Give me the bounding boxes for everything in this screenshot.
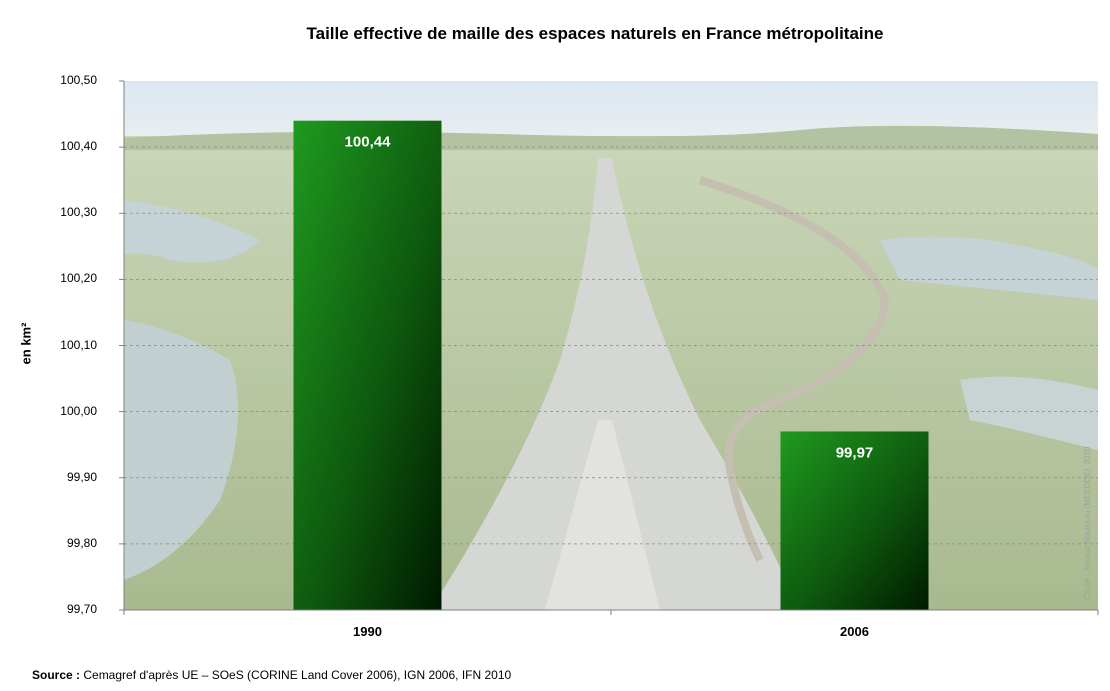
y-tick-label: 100,00 bbox=[60, 403, 97, 418]
y-tick-label: 100,30 bbox=[60, 205, 97, 220]
photo-water-left bbox=[124, 200, 260, 263]
photo-road bbox=[430, 158, 800, 610]
y-tick-label: 100,20 bbox=[60, 271, 97, 286]
photo-road-fork bbox=[545, 420, 660, 610]
source-text: Cemagref d'après UE – SOeS (CORINE Land … bbox=[80, 668, 512, 682]
background-photo bbox=[124, 81, 1098, 610]
y-tick-label: 100,10 bbox=[60, 337, 97, 352]
bar-value-label: 99,97 bbox=[836, 444, 874, 461]
photo-water-right bbox=[880, 236, 1098, 300]
x-tick-label: 1990 bbox=[353, 624, 382, 639]
grid-lines bbox=[124, 146, 1098, 545]
source-note: Source : Cemagref d'après UE – SOeS (COR… bbox=[32, 668, 511, 682]
y-tick-label: 100,50 bbox=[60, 73, 97, 87]
bar-value-label: 100,44 bbox=[345, 134, 392, 151]
photo-water-right2 bbox=[960, 376, 1098, 450]
bar-2006 bbox=[780, 431, 929, 610]
chart-title: Taille effective de maille des espaces n… bbox=[306, 24, 884, 43]
photo-boardwalk bbox=[698, 176, 890, 562]
y-tick-label: 100,40 bbox=[60, 139, 97, 154]
bar-1990 bbox=[293, 120, 442, 611]
y-tick-label: 99,80 bbox=[66, 535, 97, 550]
source-label: Source : bbox=[32, 668, 81, 682]
y-tick-label: 99,70 bbox=[66, 602, 97, 616]
bars: 100,44 99,97 bbox=[293, 120, 929, 611]
photo-credit: Cliché : Arnaud Bouissou (MEEDDE), 2010 bbox=[1083, 446, 1092, 600]
y-axis-label: en km² bbox=[18, 322, 34, 365]
x-tick-label: 2006 bbox=[840, 624, 869, 639]
photo-water-left2 bbox=[124, 320, 238, 580]
axis-ticks bbox=[119, 80, 1099, 615]
y-tick-label: 99,90 bbox=[66, 469, 97, 484]
